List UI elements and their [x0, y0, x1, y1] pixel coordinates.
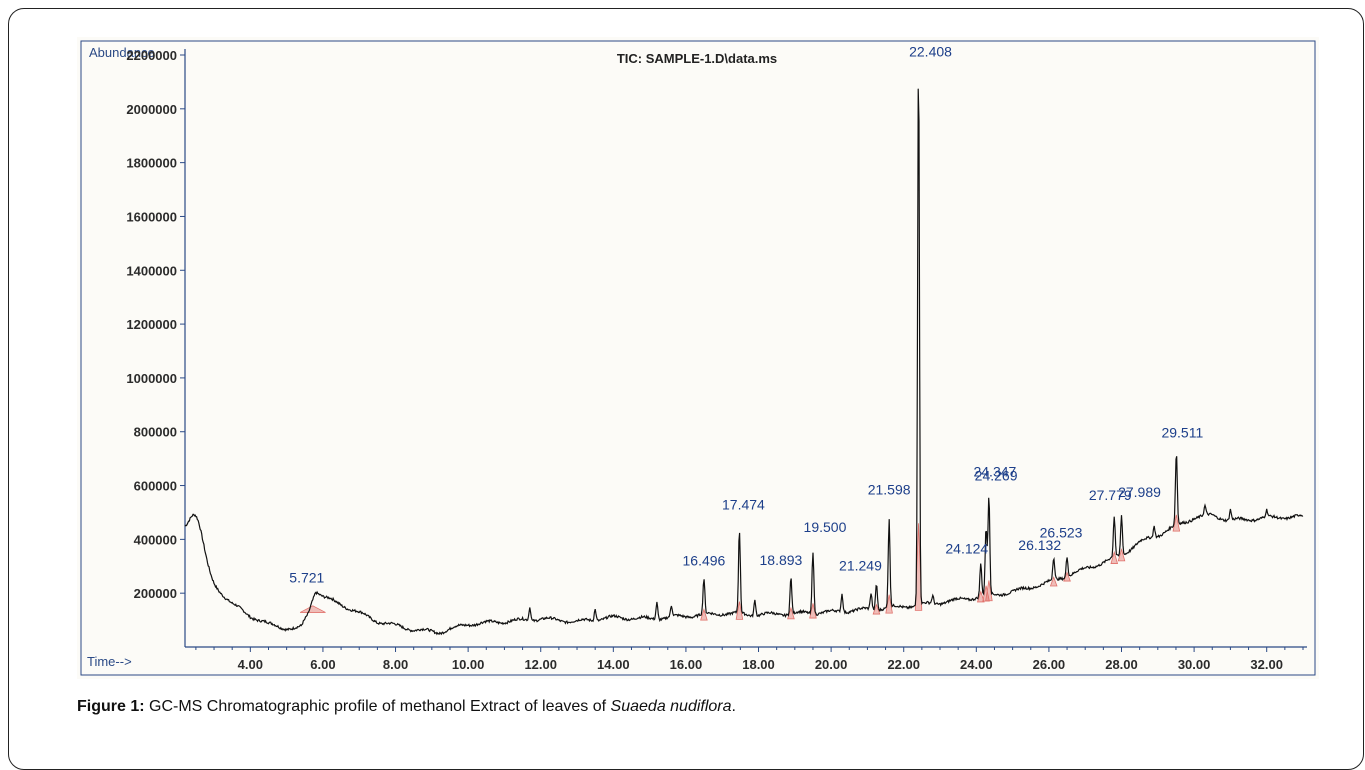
x-tick-label: 8.00	[383, 657, 408, 672]
y-tick-label: 2200000	[126, 48, 177, 63]
y-tick-label: 1200000	[126, 317, 177, 332]
peak-label: 27.779	[1089, 487, 1132, 503]
x-tick-label: 24.00	[960, 657, 993, 672]
x-tick-label: 16.00	[670, 657, 703, 672]
peak-label: 22.408	[909, 43, 952, 59]
x-tick-label: 26.00	[1033, 657, 1066, 672]
integration-mark	[299, 605, 326, 613]
integration-mark	[872, 603, 881, 615]
peak-label: 26.132	[1018, 537, 1061, 553]
caption-species: Suaeda nudiflora	[610, 698, 732, 715]
chromatogram-figure: TIC: SAMPLE-1.D\data.ms Abundance Time--…	[77, 37, 1319, 679]
x-tick-label: 18.00	[742, 657, 775, 672]
peak-label: 19.500	[804, 519, 847, 535]
y-tick-label: 600000	[134, 479, 177, 494]
peak-label: 16.496	[683, 553, 726, 569]
chart-title: TIC: SAMPLE-1.D\data.ms	[617, 51, 777, 66]
peak-label: 29.511	[1161, 424, 1203, 440]
y-tick-label: 1400000	[126, 263, 177, 278]
peak-label: 24.269	[975, 468, 1018, 484]
y-tick-label: 1600000	[126, 209, 177, 224]
integration-mark	[700, 608, 708, 621]
x-tick-label: 32.00	[1250, 657, 1283, 672]
peak-label: 5.721	[289, 570, 324, 586]
peak-label: 26.523	[1040, 525, 1083, 541]
x-tick-label: 12.00	[524, 657, 557, 672]
x-tick-label: 4.00	[238, 657, 263, 672]
y-tick-label: 400000	[134, 532, 177, 547]
figure-caption: Figure 1: GC-MS Chromatographic profile …	[77, 698, 736, 716]
caption-text: GC-MS Chromatographic profile of methano…	[144, 698, 611, 715]
integration-mark	[735, 601, 744, 620]
x-tick-label: 6.00	[310, 657, 335, 672]
peak-label: 24.124	[945, 541, 988, 557]
x-tick-label: 14.00	[597, 657, 630, 672]
y-tick-label: 200000	[134, 586, 177, 601]
peak-label: 17.474	[722, 496, 765, 512]
plot-frame	[80, 40, 1316, 676]
x-tick-label: 20.00	[815, 657, 848, 672]
peak-label: 24.347	[973, 463, 1016, 479]
caption-end: .	[731, 698, 736, 715]
integration-mark	[885, 594, 893, 614]
peak-label: 18.893	[760, 552, 803, 568]
integration-mark	[982, 585, 990, 602]
caption-label: Figure 1:	[77, 698, 145, 715]
peak-labels: 5.721 16.496 17.474 18.893 19.500 21.249 21.59…	[289, 43, 1203, 585]
tic-trace	[184, 88, 1304, 636]
peak-label: 27.989	[1118, 484, 1161, 500]
chart-axes	[80, 40, 1316, 676]
integration-mark	[1049, 576, 1058, 587]
integration-mark	[1172, 514, 1181, 532]
integration-mark	[976, 590, 985, 603]
trace-group	[184, 88, 1304, 636]
figure-card: TIC: SAMPLE-1.D\data.ms Abundance Time--…	[8, 8, 1364, 770]
chromatogram-chart: TIC: SAMPLE-1.D\data.ms Abundance Time--…	[80, 40, 1316, 676]
x-tick-label: 30.00	[1178, 657, 1211, 672]
y-ticks: 200000 400000 600000 800000 1000000 1200000 14…	[126, 48, 185, 601]
x-ticks: 4.00 6.00 8.00 10.00 12.00 14.00 16.00 18.00 20.…	[195, 647, 1304, 672]
y-tick-label: 800000	[134, 425, 177, 440]
integration-mark	[985, 580, 993, 602]
x-tick-label: 28.00	[1105, 657, 1138, 672]
y-tick-label: 1000000	[126, 371, 177, 386]
y-tick-label: 1800000	[126, 156, 177, 171]
x-axis-label: Time-->	[87, 654, 132, 669]
integration-mark	[1117, 547, 1126, 562]
x-tick-label: 22.00	[887, 657, 920, 672]
x-tick-label: 10.00	[452, 657, 485, 672]
integration-mark	[1110, 550, 1119, 564]
y-tick-label: 2000000	[126, 102, 177, 117]
peak-label: 21.598	[868, 482, 911, 498]
peak-label: 21.249	[839, 557, 882, 573]
y-axis-label: Abundance	[89, 45, 155, 60]
